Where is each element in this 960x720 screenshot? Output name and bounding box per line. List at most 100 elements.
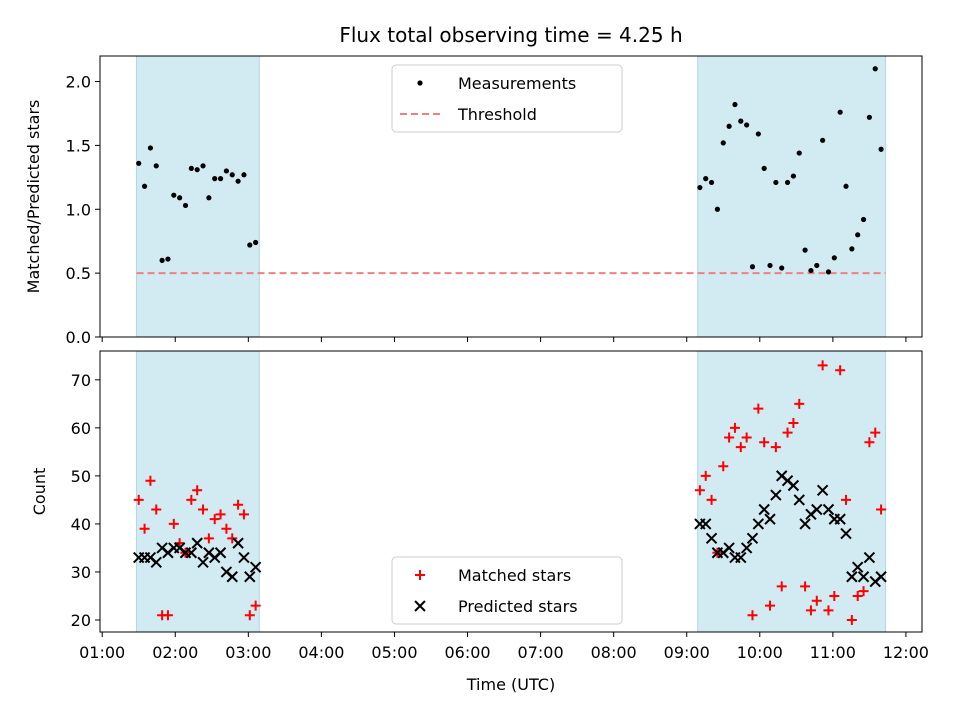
matched-star-point xyxy=(227,533,238,544)
predicted-star-point xyxy=(863,551,876,564)
x-tick-label: 04:00 xyxy=(298,643,344,662)
measurement-point xyxy=(229,172,235,178)
ratio-panel: 0.0 0.5 1.0 1.5 2.0 Matched/Predicted stars Me… xyxy=(24,55,923,347)
x-axis-label: Time (UTC) xyxy=(466,675,555,694)
predicted-star-point xyxy=(735,551,747,564)
y-axis-label: Count xyxy=(30,468,49,516)
measurement-point xyxy=(802,247,808,253)
measurement-point xyxy=(843,183,849,189)
observing-window xyxy=(697,350,886,633)
x-tick-label: 10:00 xyxy=(737,643,783,662)
x-tick-label: 11:00 xyxy=(810,643,856,662)
measurement-point xyxy=(814,262,820,269)
matched-star-point xyxy=(718,461,729,472)
measurement-point xyxy=(808,267,814,274)
measurement-point xyxy=(790,173,797,179)
matched-star-point xyxy=(858,586,869,597)
legend-label: Measurements xyxy=(458,74,576,93)
matched-star-point xyxy=(759,437,770,448)
measurement-point xyxy=(194,167,200,173)
predicted-star-point xyxy=(746,532,759,545)
measurement-point xyxy=(837,109,843,115)
legend-marker xyxy=(414,600,426,612)
measurement-point xyxy=(738,118,744,124)
predicted-star-point xyxy=(822,503,835,516)
matched-star-point xyxy=(198,504,209,515)
matched-star-point xyxy=(215,509,226,520)
predicted-star-point xyxy=(214,547,227,559)
measurement-point xyxy=(878,146,884,152)
predicted-star-point xyxy=(705,532,718,545)
measurement-point xyxy=(165,256,171,262)
measurement-point xyxy=(697,184,703,191)
matched-star-point xyxy=(706,494,717,505)
y-tick-label: 70 xyxy=(71,371,91,390)
measurement-point xyxy=(153,163,159,169)
x-tick-label: 09:00 xyxy=(664,643,710,662)
matched-star-point xyxy=(151,504,162,515)
measurement-point xyxy=(212,176,218,182)
y-axis-label: Matched/Predicted stars xyxy=(24,100,43,294)
matched-star-point xyxy=(724,432,735,443)
measurement-point xyxy=(241,172,247,178)
predicted-star-point xyxy=(700,518,712,530)
predicted-star-point xyxy=(740,542,753,554)
predicted-star-point xyxy=(846,571,858,583)
predicted-star-point xyxy=(811,503,823,516)
matched-star-point xyxy=(800,581,811,592)
predicted-star-point xyxy=(857,571,870,583)
y-tick-label: 2.0 xyxy=(66,73,91,92)
measurement-point xyxy=(177,195,183,201)
predicted-star-point xyxy=(226,571,238,583)
predicted-star-point xyxy=(834,513,846,525)
predicted-star-point xyxy=(191,537,203,549)
measurement-point xyxy=(767,262,773,269)
matched-star-point xyxy=(835,365,846,376)
predicted-star-point xyxy=(840,527,852,540)
matched-star-point xyxy=(788,418,799,429)
legend: Matched stars Predicted stars xyxy=(391,556,623,625)
matched-star-point xyxy=(782,427,793,438)
matched-star-point xyxy=(221,523,232,534)
legend: Measurements Threshold xyxy=(391,64,623,133)
matched-star-point xyxy=(133,494,144,505)
matched-star-point xyxy=(238,509,249,520)
measurement-point xyxy=(206,195,212,201)
y-tick-label: 30 xyxy=(71,563,91,582)
predicted-star-point xyxy=(758,503,770,516)
measurement-point xyxy=(796,150,802,156)
matched-star-point xyxy=(700,470,711,481)
y-tick-label: 50 xyxy=(71,467,91,486)
measurement-point xyxy=(820,137,826,143)
measurement-point xyxy=(855,232,861,238)
matched-star-point xyxy=(823,605,834,616)
matched-star-point xyxy=(852,590,863,601)
y-tick-label: 1.0 xyxy=(66,200,91,219)
measurement-point xyxy=(136,160,142,166)
measurement-point xyxy=(714,206,721,212)
predicted-star-point xyxy=(770,489,782,501)
measurement-point xyxy=(235,178,241,184)
measurement-point xyxy=(708,179,715,186)
count-panel: 20 30 40 50 60 70 01:00 02:00 03:00 04:00 05:00 06:… xyxy=(30,350,929,662)
axes-frame xyxy=(99,350,923,633)
matched-star-point xyxy=(753,403,764,414)
predicted-star-point xyxy=(185,547,198,559)
predicted-star-point xyxy=(244,571,256,583)
matched-star-point xyxy=(209,514,220,525)
measurement-point xyxy=(732,101,738,108)
measurement-point xyxy=(849,246,855,252)
y-tick-label: 20 xyxy=(71,611,91,630)
measurement-point xyxy=(217,176,224,182)
y-tick-label: 0.5 xyxy=(66,264,91,283)
matched-star-point xyxy=(829,590,840,601)
legend-label: Matched stars xyxy=(458,566,571,585)
predicted-star-point xyxy=(851,561,864,573)
matched-star-point xyxy=(864,437,875,448)
matched-star-point xyxy=(233,499,244,510)
predicted-star-point xyxy=(752,518,765,530)
matched-star-point xyxy=(694,485,705,496)
x-tick-label: 03:00 xyxy=(225,643,271,662)
predicted-star-point xyxy=(793,494,805,506)
predicted-star-point xyxy=(150,556,162,569)
